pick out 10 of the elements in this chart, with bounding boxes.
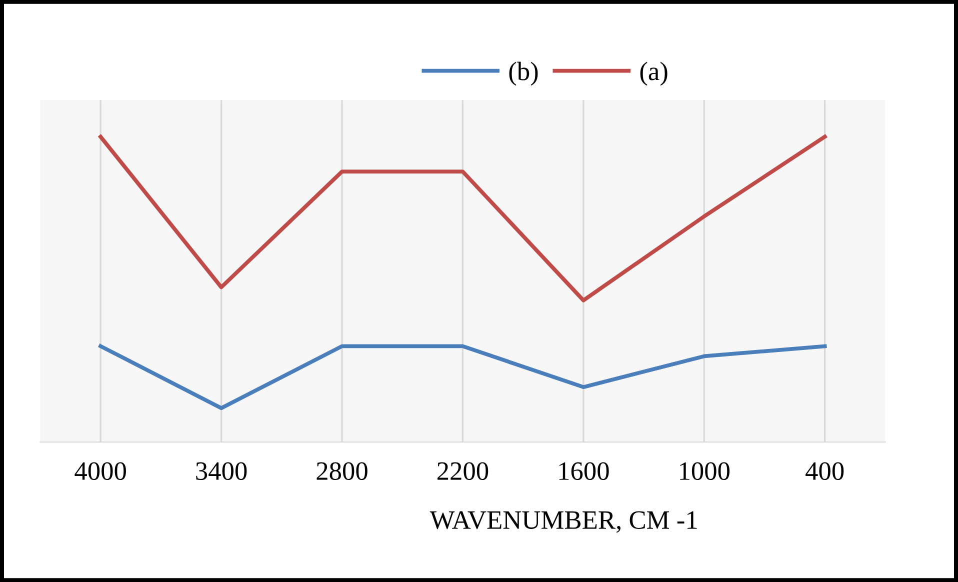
x-tick-label: 2200 [437,462,488,480]
x-tick-label: 3400 [196,462,247,480]
x-axis-title: WAVENUMBER, CM -1 [430,511,697,533]
legend-label: (a) [640,62,668,86]
x-tick-label: 400 [806,462,844,480]
x-tick-label: 1600 [559,462,609,480]
x-tick-label: 1000 [680,462,730,480]
x-tick-label: 4000 [74,462,126,480]
x-tick-label: 2800 [316,462,368,480]
legend-label: (b) [509,62,538,86]
